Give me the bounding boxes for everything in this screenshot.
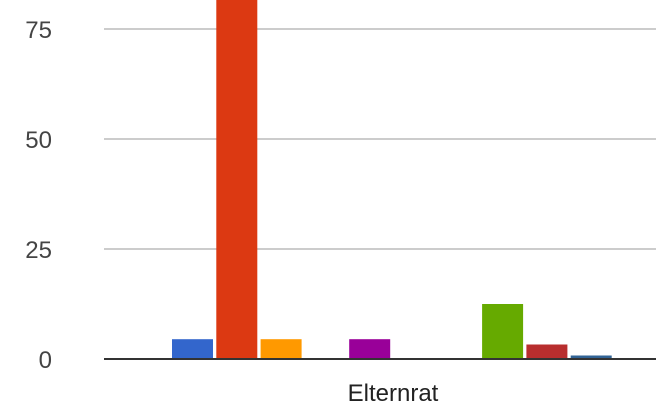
bar-10: [570, 355, 612, 359]
bar-1: [172, 339, 213, 359]
bar-8: [482, 304, 524, 359]
y-tick-label: 50: [25, 127, 52, 154]
y-axis-ticks: 0 25 50 75: [25, 17, 52, 374]
y-tick-label: 0: [39, 347, 52, 374]
y-tick-label: 75: [25, 17, 52, 44]
bar-2: [216, 0, 258, 359]
bars: [172, 0, 612, 359]
y-tick-label: 25: [25, 237, 52, 264]
bar-5: [349, 339, 391, 359]
gridlines: [104, 28, 656, 250]
bar-9: [526, 344, 568, 359]
category-label: Elternrat: [348, 380, 439, 407]
bar-3: [260, 339, 302, 359]
